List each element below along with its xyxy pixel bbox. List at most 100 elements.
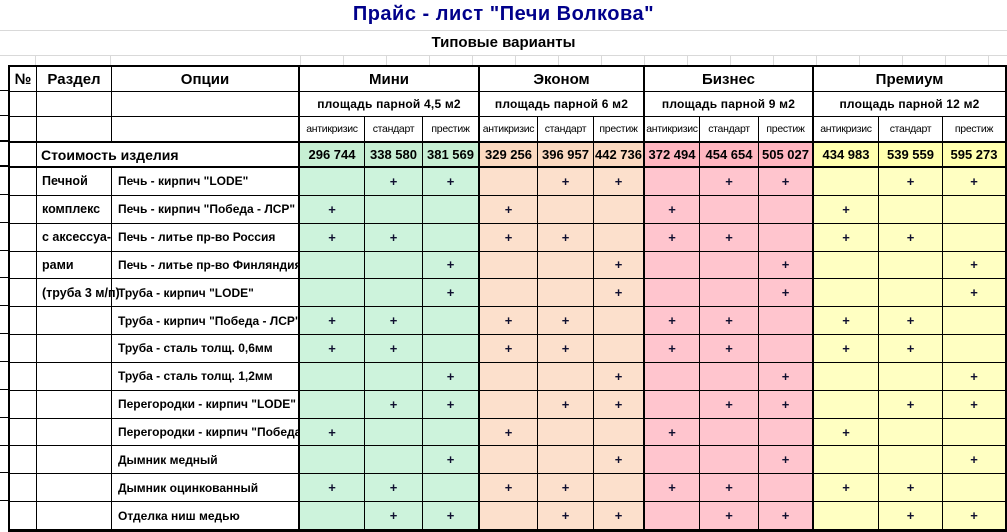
mark-cell[interactable]: + (759, 362, 814, 391)
option-cell[interactable]: Печь - кирпич "LODE" (112, 168, 300, 196)
mark-cell[interactable] (538, 279, 594, 308)
section-cell[interactable] (37, 335, 112, 363)
mark-cell[interactable] (645, 502, 700, 530)
group-header-econom[interactable]: Эконом (480, 67, 645, 92)
price-cell[interactable]: 372 494 (645, 143, 700, 168)
option-cell[interactable]: Отделка ниш медью (112, 502, 300, 530)
mark-cell[interactable] (538, 362, 594, 391)
row-number-cell[interactable] (10, 195, 37, 224)
mark-cell[interactable] (759, 418, 814, 447)
mark-cell[interactable]: + (759, 446, 814, 475)
mark-cell[interactable]: + (879, 307, 943, 336)
mark-cell[interactable]: + (365, 307, 423, 336)
mark-cell[interactable]: + (879, 335, 943, 363)
empty-header-cell[interactable] (112, 117, 300, 143)
mark-cell[interactable]: + (423, 502, 480, 530)
mark-cell[interactable] (300, 446, 365, 475)
mark-cell[interactable] (645, 168, 700, 196)
mark-cell[interactable]: + (300, 307, 365, 336)
tier-header-cell[interactable]: престиж (759, 117, 814, 143)
price-cell[interactable]: 329 256 (480, 143, 538, 168)
option-cell[interactable]: Труба - сталь толщ. 0,6мм (112, 335, 300, 363)
mark-cell[interactable] (645, 390, 700, 419)
mark-cell[interactable]: + (594, 362, 645, 391)
group-header-premium[interactable]: Премиум (814, 67, 1005, 92)
mark-cell[interactable] (700, 195, 759, 224)
mark-cell[interactable] (645, 251, 700, 280)
mark-cell[interactable] (480, 251, 538, 280)
mark-cell[interactable] (943, 418, 1005, 447)
mark-cell[interactable] (943, 474, 1005, 503)
option-cell[interactable]: Труба - кирпич "LODE" (112, 279, 300, 308)
mark-cell[interactable] (300, 279, 365, 308)
option-cell[interactable]: Печь - литье пр-во Финляндия (112, 251, 300, 280)
mark-cell[interactable]: + (538, 502, 594, 530)
mark-cell[interactable] (879, 251, 943, 280)
mark-cell[interactable]: + (943, 251, 1005, 280)
mark-cell[interactable] (879, 362, 943, 391)
mark-cell[interactable]: + (594, 251, 645, 280)
tier-header-cell[interactable]: антикризис (645, 117, 700, 143)
mark-cell[interactable] (365, 251, 423, 280)
mark-cell[interactable]: + (645, 195, 700, 224)
price-cell[interactable]: 539 559 (879, 143, 943, 168)
section-cell[interactable] (37, 390, 112, 419)
mark-cell[interactable] (423, 335, 480, 363)
mark-cell[interactable]: + (594, 502, 645, 530)
mark-cell[interactable]: + (943, 362, 1005, 391)
option-cell[interactable]: Дымник медный (112, 446, 300, 475)
mark-cell[interactable] (700, 279, 759, 308)
mark-cell[interactable] (814, 390, 879, 419)
mark-cell[interactable] (943, 335, 1005, 363)
section-cell[interactable]: комплекс (37, 195, 112, 224)
tier-header-cell[interactable]: антикризис (814, 117, 879, 143)
mark-cell[interactable] (700, 251, 759, 280)
mark-cell[interactable]: + (879, 502, 943, 530)
price-cell[interactable]: 454 654 (700, 143, 759, 168)
mark-cell[interactable] (480, 168, 538, 196)
row-number-cell[interactable] (10, 168, 37, 196)
mark-cell[interactable]: + (365, 390, 423, 419)
mark-cell[interactable]: + (365, 168, 423, 196)
price-cell[interactable]: 595 273 (943, 143, 1005, 168)
price-cell[interactable]: 442 736 (594, 143, 645, 168)
mark-cell[interactable]: + (700, 502, 759, 530)
mark-cell[interactable] (645, 446, 700, 475)
price-cell[interactable]: 396 957 (538, 143, 594, 168)
mark-cell[interactable] (759, 307, 814, 336)
mark-cell[interactable] (423, 307, 480, 336)
mark-cell[interactable]: + (300, 474, 365, 503)
mark-cell[interactable] (700, 362, 759, 391)
mark-cell[interactable]: + (480, 223, 538, 252)
tier-header-cell[interactable]: антикризис (480, 117, 538, 143)
row-number-cell[interactable] (10, 390, 37, 419)
row-number-cell[interactable] (10, 474, 37, 503)
tier-header-cell[interactable]: престиж (943, 117, 1005, 143)
mark-cell[interactable] (538, 251, 594, 280)
mark-cell[interactable] (879, 418, 943, 447)
mark-cell[interactable] (759, 195, 814, 224)
mark-cell[interactable] (480, 446, 538, 475)
price-cell[interactable]: 296 744 (300, 143, 365, 168)
mark-cell[interactable]: + (594, 168, 645, 196)
mark-cell[interactable]: + (480, 195, 538, 224)
mark-cell[interactable]: + (538, 390, 594, 419)
option-cell[interactable]: Труба - кирпич "Победа - ЛСР" (112, 307, 300, 336)
row-number-cell[interactable] (10, 251, 37, 280)
mark-cell[interactable]: + (645, 223, 700, 252)
mark-cell[interactable]: + (645, 418, 700, 447)
option-cell[interactable]: Дымник оцинкованный (112, 474, 300, 503)
mark-cell[interactable] (814, 446, 879, 475)
mark-cell[interactable] (300, 362, 365, 391)
mark-cell[interactable]: + (365, 335, 423, 363)
mark-cell[interactable]: + (423, 390, 480, 419)
mark-cell[interactable]: + (814, 418, 879, 447)
mark-cell[interactable]: + (943, 168, 1005, 196)
mark-cell[interactable]: + (700, 307, 759, 336)
mark-cell[interactable] (365, 418, 423, 447)
mark-cell[interactable]: + (365, 502, 423, 530)
mark-cell[interactable] (423, 474, 480, 503)
mark-cell[interactable] (423, 418, 480, 447)
mark-cell[interactable]: + (879, 474, 943, 503)
mark-cell[interactable]: + (759, 502, 814, 530)
